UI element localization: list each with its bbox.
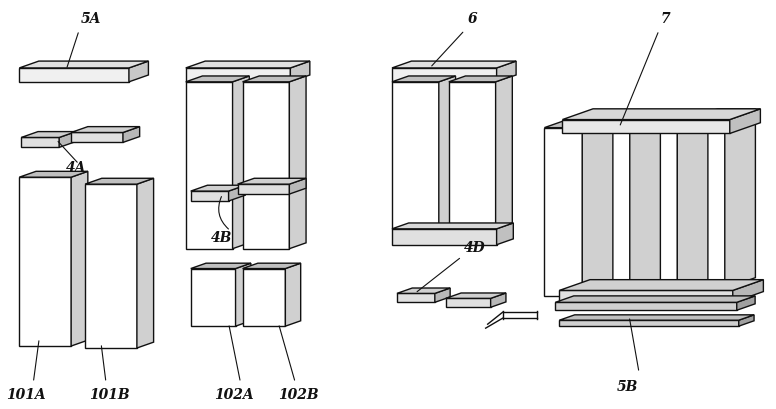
Text: 102A: 102A — [213, 387, 253, 401]
Polygon shape — [397, 288, 450, 294]
Polygon shape — [490, 293, 506, 308]
Polygon shape — [438, 77, 456, 229]
Polygon shape — [559, 291, 733, 303]
Text: 101B: 101B — [89, 387, 130, 401]
Text: 4B: 4B — [210, 230, 232, 244]
Polygon shape — [449, 83, 496, 229]
Polygon shape — [559, 320, 739, 326]
Polygon shape — [123, 127, 140, 143]
Polygon shape — [21, 138, 59, 148]
Polygon shape — [71, 172, 88, 346]
Polygon shape — [497, 62, 516, 83]
Polygon shape — [582, 118, 613, 297]
Polygon shape — [243, 77, 306, 83]
Polygon shape — [289, 77, 306, 249]
Polygon shape — [243, 83, 289, 249]
Polygon shape — [592, 115, 660, 126]
Polygon shape — [739, 315, 754, 326]
Text: 5A: 5A — [81, 12, 102, 26]
Polygon shape — [725, 110, 755, 289]
Polygon shape — [733, 280, 764, 303]
Text: 4D: 4D — [464, 240, 485, 254]
Polygon shape — [639, 112, 708, 123]
Polygon shape — [286, 263, 300, 326]
Polygon shape — [233, 77, 249, 249]
Polygon shape — [191, 269, 236, 326]
Polygon shape — [185, 83, 233, 249]
Polygon shape — [392, 223, 513, 229]
Polygon shape — [449, 77, 512, 83]
Polygon shape — [19, 69, 129, 83]
Polygon shape — [243, 269, 286, 326]
Text: 5B: 5B — [617, 379, 639, 393]
Polygon shape — [736, 296, 755, 310]
Polygon shape — [19, 172, 88, 178]
Polygon shape — [85, 179, 154, 185]
Text: 7: 7 — [661, 12, 670, 26]
Polygon shape — [243, 263, 300, 269]
Polygon shape — [392, 229, 497, 245]
Polygon shape — [497, 223, 513, 245]
Polygon shape — [592, 126, 630, 294]
Polygon shape — [556, 303, 736, 310]
Polygon shape — [237, 185, 289, 195]
Polygon shape — [392, 62, 516, 69]
Polygon shape — [19, 62, 148, 69]
Polygon shape — [392, 83, 438, 229]
Polygon shape — [137, 179, 154, 348]
Polygon shape — [71, 133, 123, 143]
Polygon shape — [229, 186, 245, 202]
Polygon shape — [71, 127, 140, 133]
Polygon shape — [237, 179, 306, 185]
Text: 4A: 4A — [66, 161, 87, 175]
Polygon shape — [563, 120, 729, 134]
Text: 6: 6 — [468, 12, 477, 26]
Polygon shape — [85, 185, 137, 348]
Text: 102B: 102B — [279, 387, 319, 401]
Polygon shape — [21, 132, 76, 138]
Polygon shape — [191, 263, 251, 269]
Polygon shape — [677, 112, 708, 291]
Polygon shape — [545, 128, 582, 297]
Text: 101A: 101A — [6, 387, 46, 401]
Polygon shape — [19, 178, 71, 346]
Polygon shape — [185, 77, 249, 83]
Polygon shape — [445, 299, 490, 308]
Polygon shape — [289, 179, 306, 195]
Polygon shape — [392, 69, 497, 83]
Polygon shape — [559, 315, 754, 320]
Polygon shape — [392, 77, 456, 83]
Polygon shape — [191, 192, 229, 202]
Polygon shape — [729, 110, 760, 134]
Polygon shape — [129, 62, 148, 83]
Polygon shape — [236, 263, 251, 326]
Polygon shape — [191, 186, 245, 192]
Polygon shape — [59, 132, 76, 148]
Polygon shape — [290, 62, 310, 83]
Polygon shape — [397, 294, 435, 303]
Polygon shape — [556, 296, 755, 303]
Polygon shape — [630, 115, 660, 294]
Polygon shape — [435, 288, 450, 303]
Polygon shape — [563, 110, 760, 120]
Polygon shape — [185, 62, 310, 69]
Polygon shape — [687, 120, 725, 289]
Polygon shape — [687, 110, 755, 120]
Polygon shape — [545, 118, 613, 128]
Polygon shape — [559, 280, 764, 291]
Polygon shape — [445, 293, 506, 299]
Polygon shape — [496, 77, 512, 229]
Polygon shape — [185, 69, 290, 83]
Polygon shape — [639, 123, 677, 291]
